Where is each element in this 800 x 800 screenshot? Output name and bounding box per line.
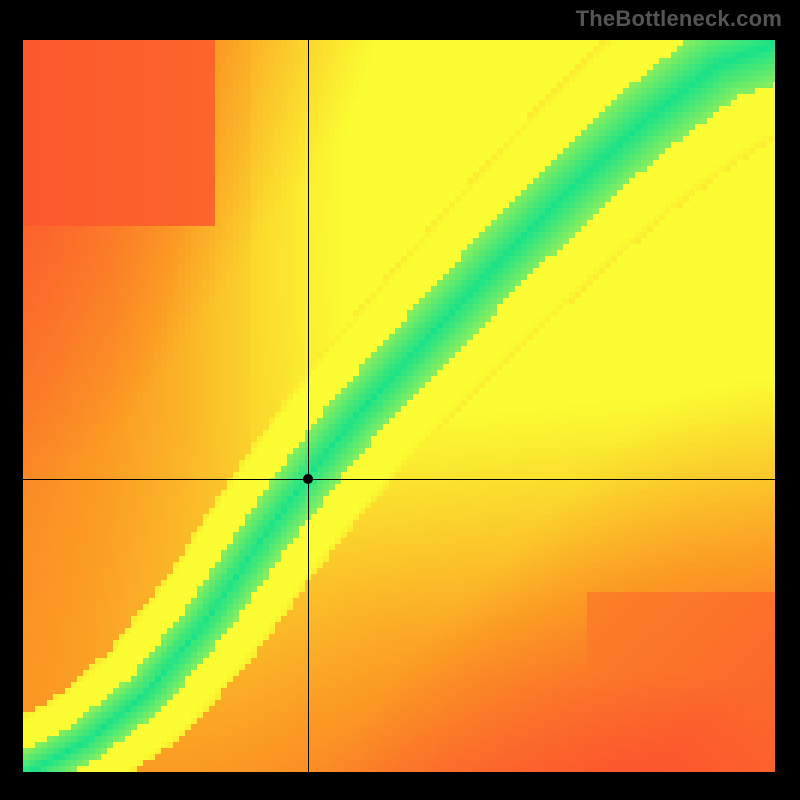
- watermark-text: TheBottleneck.com: [576, 6, 782, 32]
- heatmap-canvas: [23, 40, 775, 772]
- heatmap-plot: [23, 40, 775, 772]
- figure-container: TheBottleneck.com: [0, 0, 800, 800]
